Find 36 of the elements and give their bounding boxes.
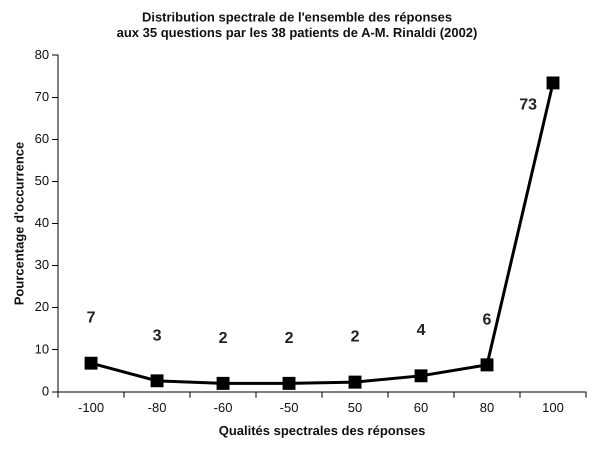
point [348,376,362,389]
point [150,374,164,388]
y-tick-label: 50 [34,173,50,188]
data-label: 4 [416,322,426,340]
chart-title: Distribution spectrale de l'ensemble des réponses aux 35 questions par les 38 patients de A-M. Rinaldi (2002) [116,9,478,40]
data-label: 3 [152,327,162,344]
y-tick-label: 80 [34,46,50,62]
y-tick-label: 70 [34,88,50,104]
x-tick-label: 50 [348,400,362,416]
y-tick-label: 20 [34,299,50,314]
data-label: 2 [218,330,228,347]
x-tick-label: -100 [78,400,104,416]
data-label: 73 [519,96,538,114]
x-tick-label: -60 [214,400,232,416]
y-tick-label: 0 [42,383,50,398]
data-label: 2 [350,328,360,346]
data-label: 6 [482,311,492,328]
y-tick-label: 30 [34,257,50,272]
data-label: 7 [86,310,96,327]
y-tick-label: 40 [34,215,50,230]
x-tick-label: -50 [280,400,298,416]
x-axis-title: Qualités spectrales des réponses [218,422,426,438]
point [216,376,230,390]
data-label: 2 [284,330,294,347]
y-axis-title: Pourcentage d'occurrence [11,142,26,306]
y-tick-label: 60 [34,130,50,146]
point [546,76,560,90]
point [414,369,428,382]
y-tick-label: 10 [34,341,50,356]
point [282,376,296,390]
x-tick-label: 80 [480,400,494,416]
x-tick-label: 100 [542,400,564,416]
point [480,358,494,372]
point [84,356,98,370]
x-tick-label: 60 [414,400,428,416]
x-tick-label: -80 [148,400,166,416]
